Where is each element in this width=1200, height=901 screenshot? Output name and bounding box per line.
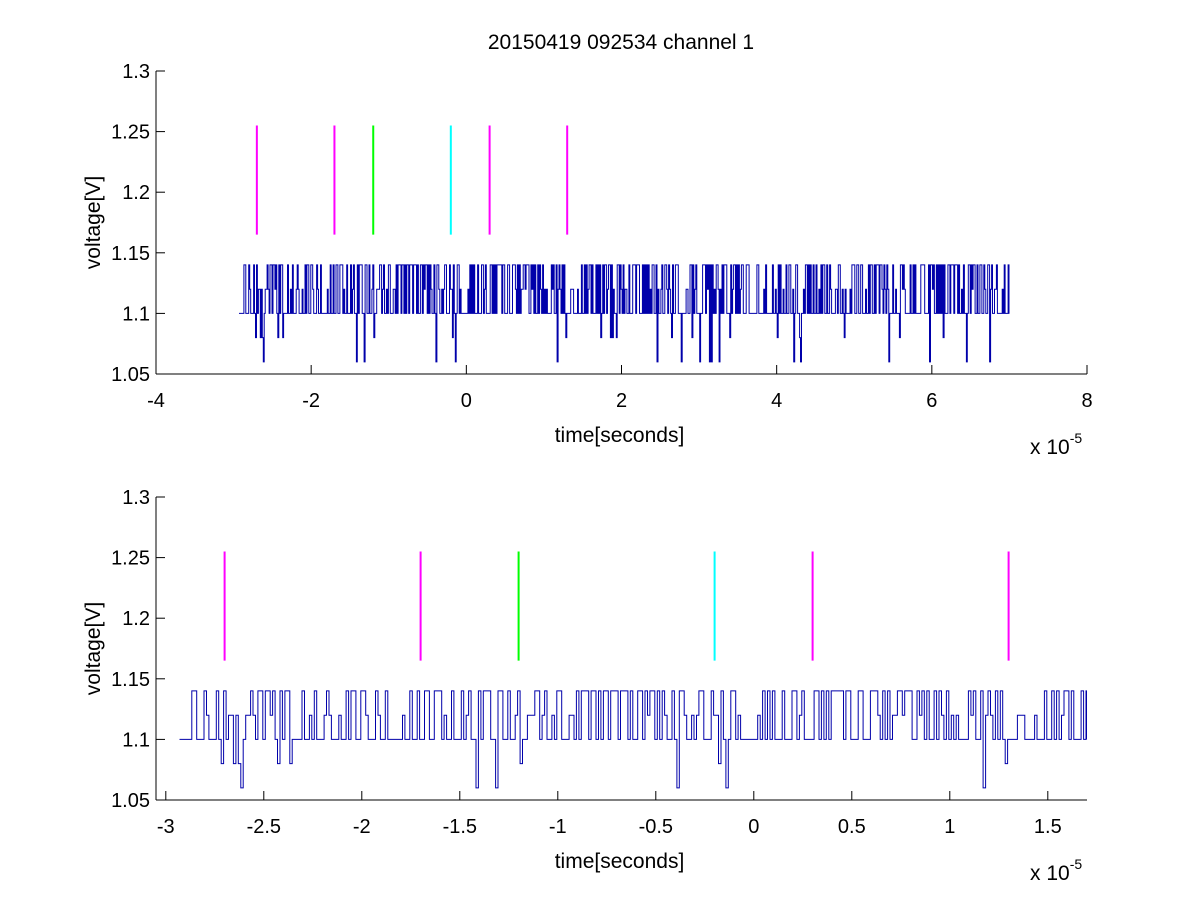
x-tick-label: -0.5 [639, 816, 673, 838]
y-tick-label: 1.2 [122, 182, 150, 204]
x-tick-label: -2 [302, 390, 320, 412]
y-tick-label: 1.1 [122, 303, 150, 325]
y-tick-label: 1.3 [122, 487, 150, 509]
y-axis-label: voltage[V] [82, 176, 105, 269]
x-axis-label: time[seconds] [555, 424, 685, 447]
x-axis-label: time[seconds] [555, 850, 685, 873]
x-tick-label: -2.5 [247, 816, 281, 838]
x-exponent-power: -5 [1070, 856, 1083, 872]
x-exponent-label: x 10-5 [1030, 430, 1082, 459]
y-tick-label: 1.2 [122, 608, 150, 630]
x-tick-label: 8 [1081, 390, 1092, 412]
x-exponent-power: -5 [1070, 430, 1083, 446]
x-tick-label: -3 [157, 816, 175, 838]
y-tick-label: 1.1 [122, 729, 150, 751]
y-tick-label: 1.25 [111, 548, 150, 570]
y-axis-label: voltage[V] [82, 602, 105, 695]
x-tick-label: 0 [748, 816, 759, 838]
x-tick-label: -1.5 [443, 816, 477, 838]
x-exponent-label: x 10-5 [1030, 856, 1082, 885]
x-exponent-base: x 10 [1030, 862, 1070, 885]
y-tick-label: 1.05 [111, 790, 150, 812]
x-tick-label: 0.5 [838, 816, 866, 838]
x-tick-label: -4 [147, 390, 165, 412]
x-tick-label: 1 [944, 816, 955, 838]
x-tick-label: -1 [549, 816, 567, 838]
top-subplot: 1.05 1.1 1.15 1.2 1.25 1.3 -4 -2 0 2 4 6 8 time[secon… [82, 61, 1093, 459]
bottom-subplot: 1.05 1.1 1.15 1.2 1.25 1.3 -3 -2.5 -2 -1.5 -1 -0.5 0… [82, 487, 1087, 885]
x-tick-label: 1.5 [1034, 816, 1062, 838]
signal-trace [179, 690, 1087, 789]
y-tick-label: 1.3 [122, 61, 150, 83]
y-tick-label: 1.25 [111, 122, 150, 144]
x-tick-label: -2 [353, 816, 371, 838]
x-tick-label: 6 [926, 390, 937, 412]
x-tick-label: 4 [771, 390, 782, 412]
x-tick-label: 0 [461, 390, 472, 412]
figure-title: 20150419 092534 channel 1 [488, 31, 754, 54]
y-tick-label: 1.15 [111, 669, 150, 691]
y-tick-label: 1.15 [111, 243, 150, 265]
signal-trace [239, 264, 1010, 363]
x-exponent-base: x 10 [1030, 436, 1070, 459]
y-tick-label: 1.05 [111, 364, 150, 386]
x-tick-label: 2 [616, 390, 627, 412]
